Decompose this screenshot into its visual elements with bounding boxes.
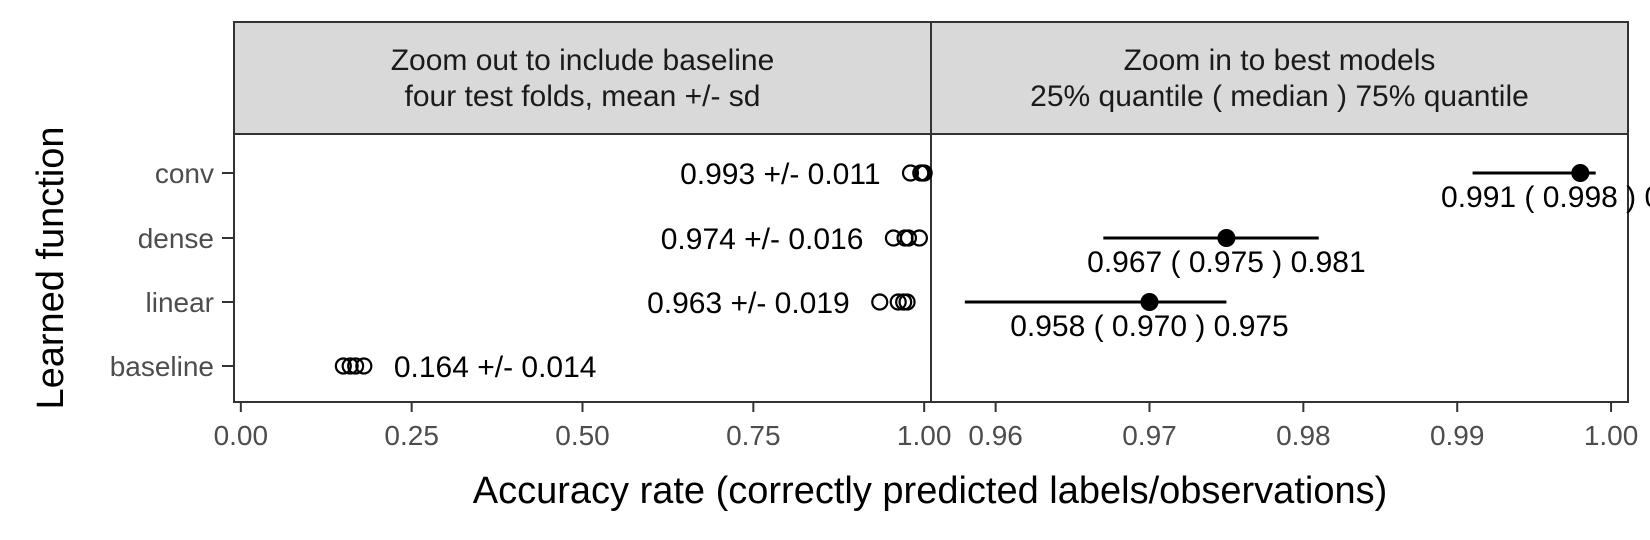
y-tick-label: conv <box>155 158 214 189</box>
quantile-label-dense: 0.967 ( 0.975 ) 0.981 <box>1087 246 1366 279</box>
facet-strip-label: four test folds, mean +/- sd <box>404 80 760 113</box>
fold-point-baseline <box>355 357 373 375</box>
median-point-dense <box>1217 229 1236 247</box>
y-axis-title: Learned function <box>30 126 72 409</box>
x-tick-label: 1.00 <box>897 420 952 451</box>
x-axis-title: Accuracy rate (correctly predicted label… <box>473 470 1388 512</box>
fold-point-dense <box>899 229 918 247</box>
x-tick-label: 0.97 <box>1122 420 1177 451</box>
data-label-baseline: 0.164 +/- 0.014 <box>394 351 597 384</box>
facet-strip <box>930 21 1629 135</box>
fold-point-linear <box>889 293 907 311</box>
fold-point-conv <box>901 164 920 182</box>
mark-layer <box>334 164 1596 375</box>
x-tick-label: 0.99 <box>1430 420 1485 451</box>
x-tick-label: 0.00 <box>214 420 269 451</box>
fold-point-linear <box>898 293 916 311</box>
quantile-label-conv: 0.991 ( 0.998 ) 0.999 <box>1441 181 1650 214</box>
fold-point-baseline <box>341 357 359 375</box>
y-tick-label: linear <box>146 287 214 318</box>
x-tick-label: 0.25 <box>384 420 439 451</box>
fold-point-dense <box>910 229 928 247</box>
y-tick-label: dense <box>138 223 214 254</box>
data-label-conv: 0.993 +/- 0.011 <box>680 158 880 191</box>
data-label-linear: 0.963 +/- 0.019 <box>647 287 850 320</box>
data-label-dense: 0.974 +/- 0.016 <box>661 223 864 256</box>
fold-point-conv <box>915 164 933 182</box>
text-layer: conv dense linear baseline Zoom out to inclu… <box>110 44 1650 451</box>
median-point-linear <box>1140 293 1159 311</box>
quantile-label-linear: 0.958 ( 0.970 ) 0.975 <box>1010 310 1289 343</box>
panel-background <box>931 134 1628 402</box>
facet-strip-label: 25% quantile ( median ) 75% quantile <box>1030 80 1529 113</box>
facet-strip-label: Zoom in to best models <box>1124 44 1436 77</box>
x-tick-label: 0.50 <box>555 420 610 451</box>
x-tick-label: 0.96 <box>968 420 1023 451</box>
x-tick-label: 1.00 <box>1584 420 1639 451</box>
fold-point-linear <box>871 293 889 311</box>
fold-point-baseline <box>334 357 352 375</box>
facet-strip <box>233 21 932 135</box>
panel-border <box>930 133 1629 403</box>
y-tick-label: baseline <box>110 351 214 382</box>
median-point-conv <box>1571 164 1590 182</box>
x-tick-label: 0.75 <box>726 420 781 451</box>
panel-background <box>234 134 931 402</box>
panel-layer <box>233 21 1629 403</box>
fold-point-baseline <box>347 357 365 375</box>
facet-strip-label: Zoom out to include baseline <box>391 44 775 77</box>
x-tick-label: 0.98 <box>1276 420 1331 451</box>
